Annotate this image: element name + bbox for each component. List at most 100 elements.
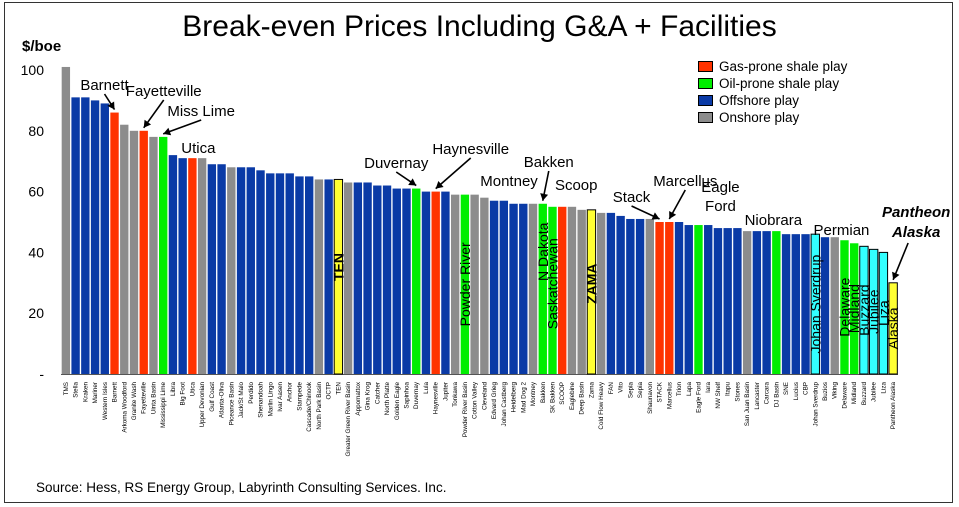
- x-tick-label: Piceance Basin: [228, 382, 235, 426]
- x-tick-label: Johan Castberg: [501, 382, 508, 427]
- bar-fan: [606, 212, 616, 374]
- x-tick-label: Deep Basin: [579, 382, 586, 415]
- legend-item-onshore: Onshore play: [698, 109, 880, 126]
- x-tick-label: Mississippi Lime: [160, 382, 167, 428]
- x-tick-label: Shenandoah: [258, 382, 265, 418]
- bar-uinta-basin: [149, 136, 158, 374]
- x-tick-label: Zama: [588, 382, 595, 399]
- callout-marcellus: Marcellus: [653, 173, 717, 190]
- bar-carcara: [762, 231, 771, 374]
- x-tick-label: FAN: [608, 382, 615, 395]
- x-tick-label: Liza: [880, 382, 887, 394]
- x-tick-label: CBP: [803, 382, 810, 395]
- bar-utica: [188, 158, 197, 374]
- bar-shaunavon: [645, 218, 654, 374]
- bar-eagle-ford: [694, 225, 703, 374]
- callout-utica: Utica: [181, 140, 216, 157]
- x-tick-label: Eaglebine: [569, 382, 576, 411]
- x-tick-label: Marlin Lingo: [267, 382, 274, 417]
- bar-jack-st-malo: [236, 167, 246, 374]
- x-tick-label: Ivar Aasen: [277, 382, 284, 412]
- bar-cold-flow-heavy: [596, 212, 606, 374]
- bar-marlin-lingo: [266, 173, 275, 374]
- bar-iara: [704, 225, 713, 374]
- x-tick-label: Johan Sverdrup: [812, 382, 819, 427]
- y-tick-label: 40: [28, 244, 44, 260]
- bar-barnett: [110, 112, 119, 374]
- legend-swatch-offshore: [698, 95, 713, 106]
- bar-cascade-chinook: [305, 176, 314, 374]
- bar-stampede: [295, 176, 304, 374]
- x-tick-label: Cleveland: [481, 382, 488, 411]
- callout-arrow-line: [435, 157, 472, 190]
- x-tick-label: SK Bakken: [549, 382, 556, 414]
- bar-eaglebine: [567, 206, 577, 374]
- bar-deep-basin: [577, 209, 586, 374]
- bar-stella: [71, 97, 80, 375]
- x-tick-label: Gina Krog: [365, 382, 372, 411]
- bar-ten: [333, 178, 344, 375]
- x-tick-label: Lula: [423, 382, 430, 394]
- bar-gulf-coast: [207, 164, 217, 374]
- bar-nw-shelf: [713, 228, 723, 374]
- x-tick-label: Buzzard: [861, 382, 868, 406]
- x-tick-label: Stampede: [296, 382, 303, 411]
- x-tick-label: Golden Eagle: [394, 382, 401, 421]
- bar-vito: [616, 215, 625, 374]
- callout-alaska: Alaska: [891, 224, 940, 241]
- x-tick-label: Buzios: [822, 382, 829, 401]
- x-tick-label: Cold Flow Heavy: [598, 381, 605, 429]
- legend-label-gas: Gas-prone shale play: [719, 59, 848, 74]
- x-tick-label: Barnett: [112, 382, 119, 403]
- bar-sk-bakken: [548, 206, 557, 374]
- bar-north-park-basin: [314, 179, 324, 374]
- y-axis-label: $/boe: [22, 38, 62, 55]
- bar-midland: [850, 243, 859, 374]
- bar-lancaster: [752, 231, 762, 374]
- x-tick-label: Viking: [832, 382, 839, 400]
- x-tick-label: Lancaster: [754, 382, 761, 410]
- x-tick-label: Pantheon Alaska: [890, 382, 897, 430]
- x-tick-label: DJ Basin: [773, 382, 780, 408]
- bar-san-juan-basin: [742, 231, 752, 374]
- bar-granite-wash: [129, 130, 139, 374]
- bar-mississippi-lime: [159, 136, 168, 374]
- x-tick-label: Powder River Basin: [462, 382, 469, 438]
- x-tick-label: Gulf Coast: [209, 382, 216, 412]
- x-tick-label: Big Foot: [180, 382, 187, 406]
- x-tick-label: Montney: [530, 381, 537, 406]
- callout-arrowhead: [408, 178, 417, 186]
- bar-cleveland: [480, 197, 489, 374]
- x-tick-label: Sepia: [637, 382, 644, 399]
- callout-niobrara: Niobrara: [745, 212, 803, 229]
- bar-cbp: [801, 234, 810, 374]
- bar-western-isles: [100, 103, 109, 374]
- x-tick-label: Fayetteville: [141, 382, 148, 414]
- x-tick-label: Sepia: [627, 382, 634, 399]
- x-tick-label: STACK: [657, 381, 664, 402]
- x-tick-label: Itapu: [725, 382, 732, 397]
- callout-arrowhead: [435, 180, 444, 189]
- bar-jubilee: [868, 248, 879, 375]
- x-tick-label: SCOOP: [559, 382, 566, 405]
- bar-catcher: [373, 185, 382, 374]
- bar-inside-label: Johan Sverdrup: [807, 254, 823, 353]
- x-tick-label: Heidelberg: [511, 382, 518, 413]
- bar-big-foot: [178, 158, 187, 374]
- x-tick-label: Uinta Basin: [150, 382, 157, 415]
- bar-marcellus: [665, 222, 674, 374]
- chart-title: Break-even Prices Including G&A + Facili…: [182, 10, 777, 43]
- bar-sepia: [626, 218, 635, 374]
- x-tick-label: San Juan Basin: [744, 382, 751, 427]
- bar-zama: [586, 209, 597, 375]
- x-tick-label: Midland: [851, 382, 858, 405]
- callout-bakken: Bakken: [524, 154, 574, 171]
- bar-jupiter: [441, 191, 450, 374]
- bar-golden-eagle: [392, 188, 401, 374]
- bar-inside-label: Liza: [875, 300, 891, 326]
- bar-shenandoah: [256, 170, 265, 374]
- bar-johan-sverdrup: [810, 233, 820, 375]
- x-tick-label: Western Isles: [102, 382, 109, 420]
- legend-label-offshore: Offshore play: [719, 93, 800, 108]
- bar-edvard-grieg: [489, 200, 499, 374]
